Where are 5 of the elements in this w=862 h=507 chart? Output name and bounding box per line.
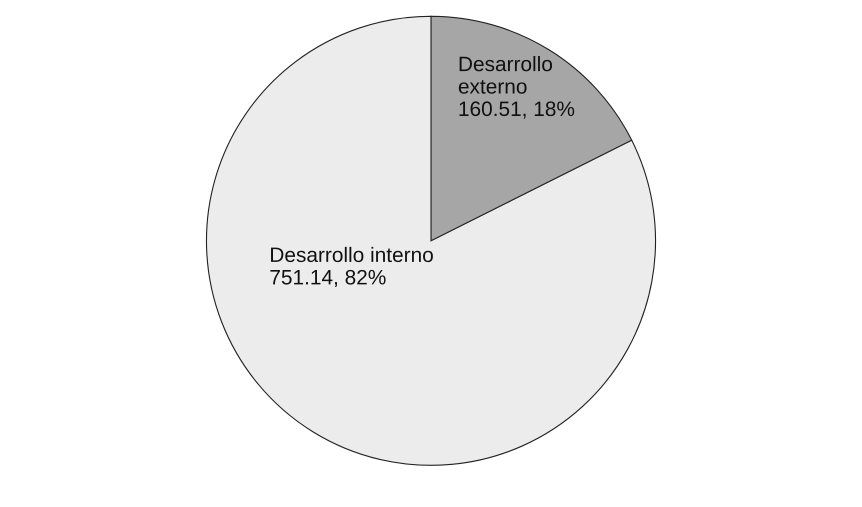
- pie-slice: [206, 16, 656, 466]
- slice-label: Desarrollo externo: [458, 56, 552, 94]
- slice-label: Desarrollo interno: [271, 246, 433, 262]
- data-label: 751.14, 82%: [270, 270, 386, 288]
- data-label: 160.51, 18%: [460, 101, 574, 119]
